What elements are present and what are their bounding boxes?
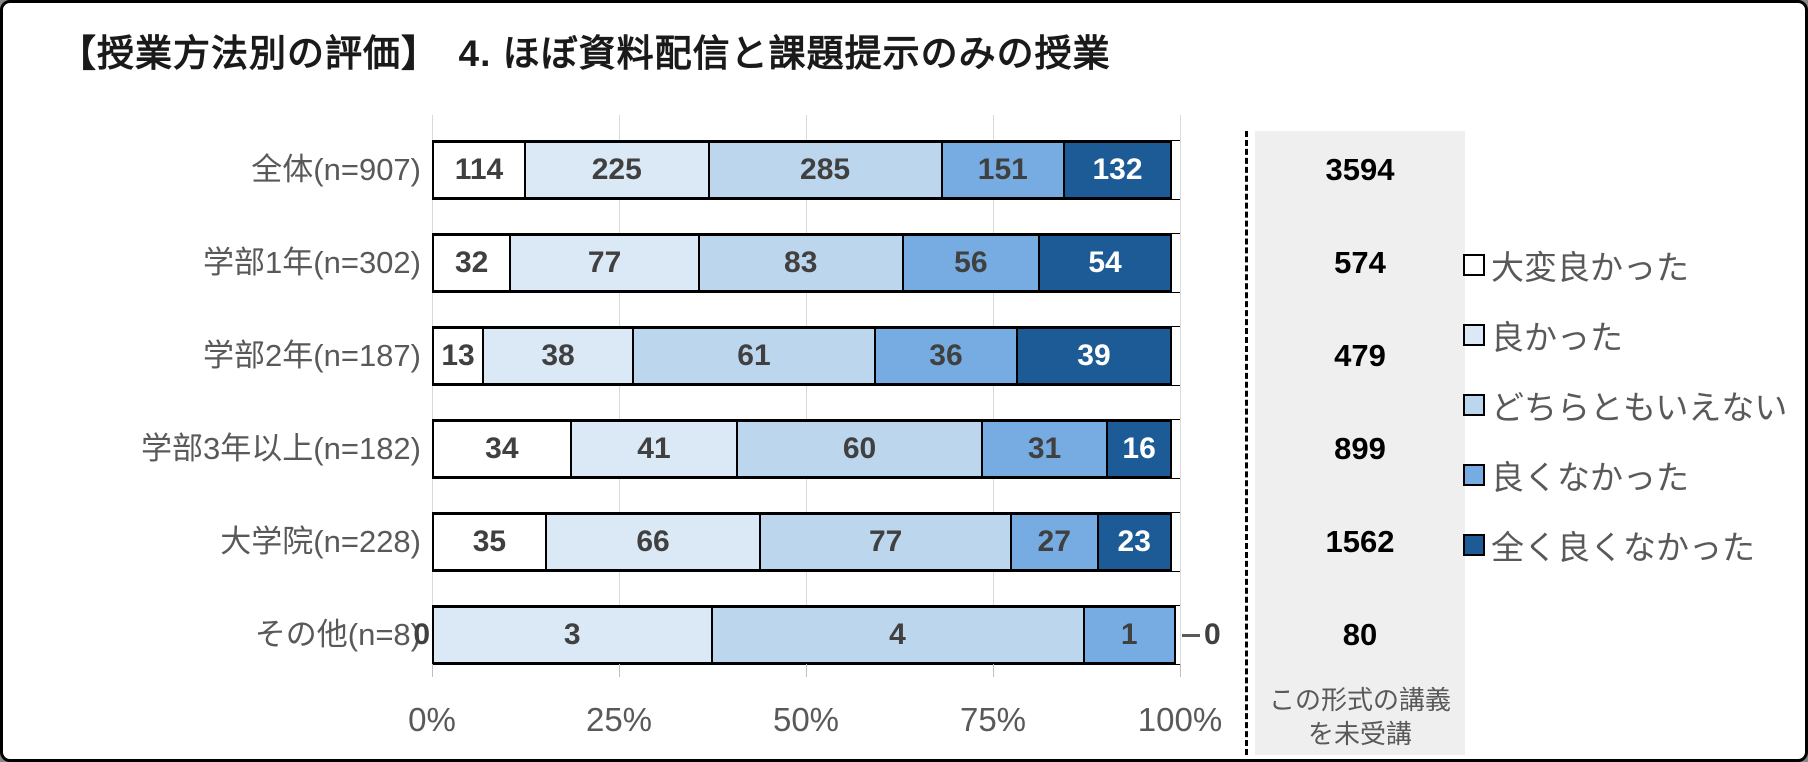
not-attended-caption: この形式の講義 を未受講 [1255,683,1465,751]
legend-label: 全く良くなかった [1491,529,1755,566]
bar-segment: 56 [901,234,1041,292]
bar-segment: 151 [940,141,1066,199]
legend-item: 良かった [1463,317,1623,356]
category-label: 全体(n=907) [251,152,421,187]
bar-segment: 3 [432,606,713,664]
axis-tick [1180,664,1181,677]
gridline [1180,115,1181,664]
bar-segment: 35 [432,513,547,571]
category-label: 学部1年(n=302) [203,245,421,280]
bar-segment: 39 [1015,327,1172,385]
bar-segment: 23 [1096,513,1172,571]
plot-area: 114 225 285 151 132 32 77 83 56 54 13 38 61 36 39 34 41 6… [413,115,1221,664]
bar-segment: 83 [697,234,904,292]
bar-segment: 32 [432,234,512,292]
not-attended-value: 80 [1342,617,1378,652]
gridline [619,115,620,664]
dashed-divider-line [1245,131,1248,755]
not-attended-panel [1255,131,1465,755]
legend-swatch [1463,534,1485,556]
bar-segment: 4 [710,606,1085,664]
bar-segment: 285 [707,141,943,199]
gridline [806,115,807,664]
gridline [993,115,994,664]
bar-segment: 77 [759,513,1012,571]
stacked-bar-row: 32 77 83 56 54 [432,234,1180,292]
legend-swatch [1463,394,1485,416]
not-attended-value: 3594 [1325,152,1395,187]
bar-segment: 114 [432,141,526,199]
zero-value-label-right: 0 [1204,618,1221,651]
legend-label: 良かった [1491,319,1623,356]
legend-label: どちらともいえない [1491,389,1788,426]
bar-segment: 27 [1009,513,1099,571]
bar-segment: 34 [432,420,572,478]
legend-item: どちらともいえない [1463,387,1787,426]
not-attended-caption-line1: この形式の講義 [1268,685,1451,715]
zero-value-label-left: 0 [413,618,430,651]
bar-segment: 60 [736,420,983,478]
bar-segment: 66 [544,513,762,571]
category-label: その他(n=8) [254,617,421,652]
stacked-bar-row: 114 225 285 151 132 [432,141,1180,199]
axis-tick-label: 50% [772,701,840,738]
not-attended-value: 899 [1334,431,1386,466]
bar-segment: 13 [432,327,484,385]
not-attended-value: 1562 [1325,524,1395,559]
axis-tick [432,664,433,677]
zero-leader-line [1182,634,1200,637]
axis-tick-label: 75% [959,701,1027,738]
legend-item: 良くなかった [1463,457,1689,496]
legend-label: 良くなかった [1491,459,1689,496]
stacked-bar-row: 13 38 61 36 39 [432,327,1180,385]
stacked-bar-row: 35 66 77 27 23 [432,513,1180,571]
legend-label: 大変良かった [1491,249,1689,286]
gridline [432,115,433,664]
stacked-bar-row: 34 41 60 31 16 [432,420,1180,478]
category-label: 大学院(n=228) [220,524,421,559]
bar-segment: 36 [873,327,1018,385]
axis-tick-label: 0% [408,701,456,738]
bar-segment: 16 [1106,420,1172,478]
legend-swatch [1463,464,1485,486]
chart-title: 【授業方法別の評価】 4. ほぼ資料配信と課題提示のみの授業 [59,33,1111,74]
axis-tick [993,664,994,677]
bar-segment: 225 [524,141,710,199]
bar-segment: 38 [482,327,634,385]
axis-tick [619,664,620,677]
axis-tick-label: 100% [1137,701,1223,738]
bar-segment: 31 [980,420,1109,478]
bar-segment: 54 [1038,234,1172,292]
bar-segment: 61 [632,327,876,385]
bar-segment: 41 [569,420,739,478]
bar-segment: 1 [1082,606,1176,664]
axis-tick-label: 25% [585,701,653,738]
not-attended-value: 574 [1334,245,1386,280]
legend-item: 大変良かった [1463,247,1689,286]
bar-segment: 132 [1063,141,1172,199]
not-attended-value: 479 [1334,338,1386,373]
not-attended-caption-line2: を未受講 [1307,719,1412,749]
bar-segment: 77 [509,234,700,292]
legend-item: 全く良くなかった [1463,527,1755,566]
axis-tick [806,664,807,677]
legend-swatch [1463,324,1485,346]
category-label: 学部3年以上(n=182) [141,431,421,466]
legend-swatch [1463,254,1485,276]
category-label: 学部2年(n=187) [203,338,421,373]
